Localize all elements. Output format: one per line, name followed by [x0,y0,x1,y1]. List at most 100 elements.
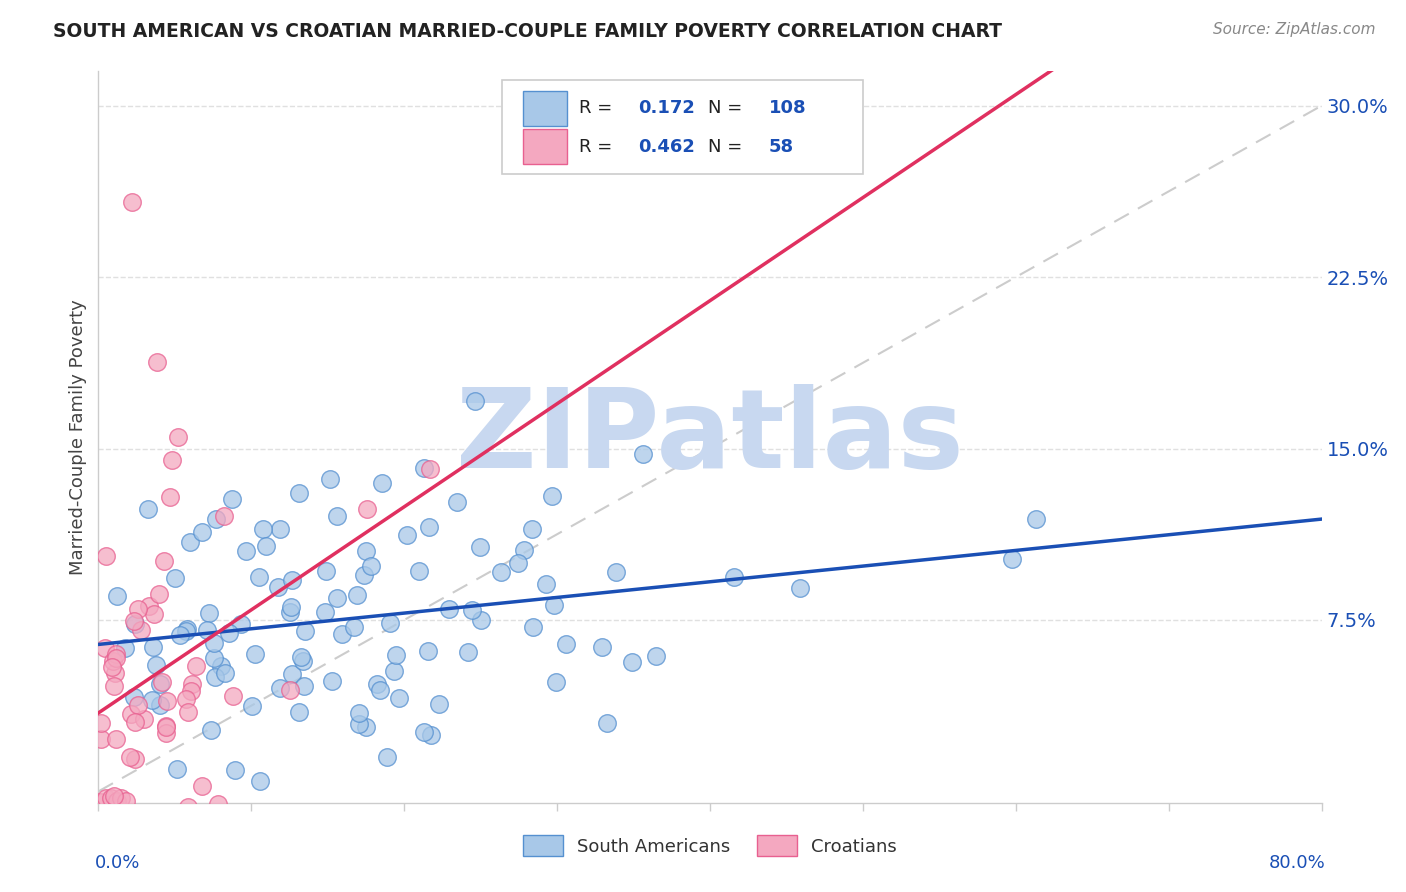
Point [321,674,343,689]
Point [464,394,486,409]
Point [356,502,378,516]
Point [141,692,163,706]
Point [124,752,146,766]
Point [124,614,146,628]
Point [94,640,117,655]
Point [314,605,336,619]
Point [420,728,443,742]
Point [200,723,222,737]
FancyBboxPatch shape [523,129,567,164]
Point [94,807,117,822]
Point [198,607,221,621]
Point [281,667,304,681]
Point [160,453,183,467]
Point [129,623,152,637]
Point [105,800,128,814]
Point [468,540,491,554]
Point [267,580,290,594]
Point [176,622,198,636]
Point [202,636,225,650]
Point [408,564,430,578]
Point [382,664,405,678]
Point [115,793,138,807]
Point [191,779,214,793]
Point [167,430,190,444]
Point [184,658,207,673]
Point [221,492,243,507]
Point [506,557,529,571]
Point [330,627,353,641]
Point [229,616,252,631]
Point [360,558,382,573]
Point [149,698,172,713]
Point [644,648,666,663]
Point [596,716,619,731]
Point [789,581,811,595]
Point [1001,552,1024,566]
Point [100,797,122,812]
Point [326,509,349,524]
Point [177,706,200,720]
Point [156,693,179,707]
Point [159,491,181,505]
Text: 0.172: 0.172 [638,99,695,117]
Point [353,568,375,582]
Point [489,565,512,579]
Point [191,525,214,540]
Point [121,194,143,209]
Point [163,571,186,585]
Text: 108: 108 [769,99,807,117]
Point [319,471,342,485]
Point [110,791,132,805]
Point [412,460,434,475]
Point [169,627,191,641]
Point [512,543,534,558]
Point [343,620,366,634]
Point [181,676,204,690]
Point [166,762,188,776]
Point [461,603,484,617]
Text: ZIPatlas: ZIPatlas [456,384,965,491]
Point [124,617,146,632]
Point [368,683,391,698]
Legend: South Americans, Croatians: South Americans, Croatians [516,828,904,863]
Point [291,654,314,668]
Point [522,620,544,634]
Point [245,648,267,662]
Point [354,720,377,734]
Point [278,605,301,619]
Point [174,691,197,706]
Point [104,666,127,681]
Point [134,712,156,726]
Point [235,544,257,558]
Point [378,615,401,630]
Point [288,485,311,500]
Point [212,508,235,523]
Point [221,690,243,704]
Point [605,565,627,579]
Point [204,650,226,665]
Point [269,523,291,537]
Point [278,682,301,697]
Text: N =: N = [707,99,748,117]
Point [145,354,167,368]
Point [207,797,229,811]
Point [543,599,565,613]
Point [136,501,159,516]
Point [103,789,125,803]
Point [437,602,460,616]
Point [155,718,177,732]
Point [723,570,745,584]
FancyBboxPatch shape [523,91,567,126]
Point [591,640,613,655]
Point [105,647,128,661]
Point [90,731,112,746]
Point [96,549,118,563]
Point [395,528,418,542]
Point [413,725,436,739]
Point [366,676,388,690]
Text: 58: 58 [769,137,794,156]
Point [103,679,125,693]
Point [292,679,315,693]
Point [148,587,170,601]
